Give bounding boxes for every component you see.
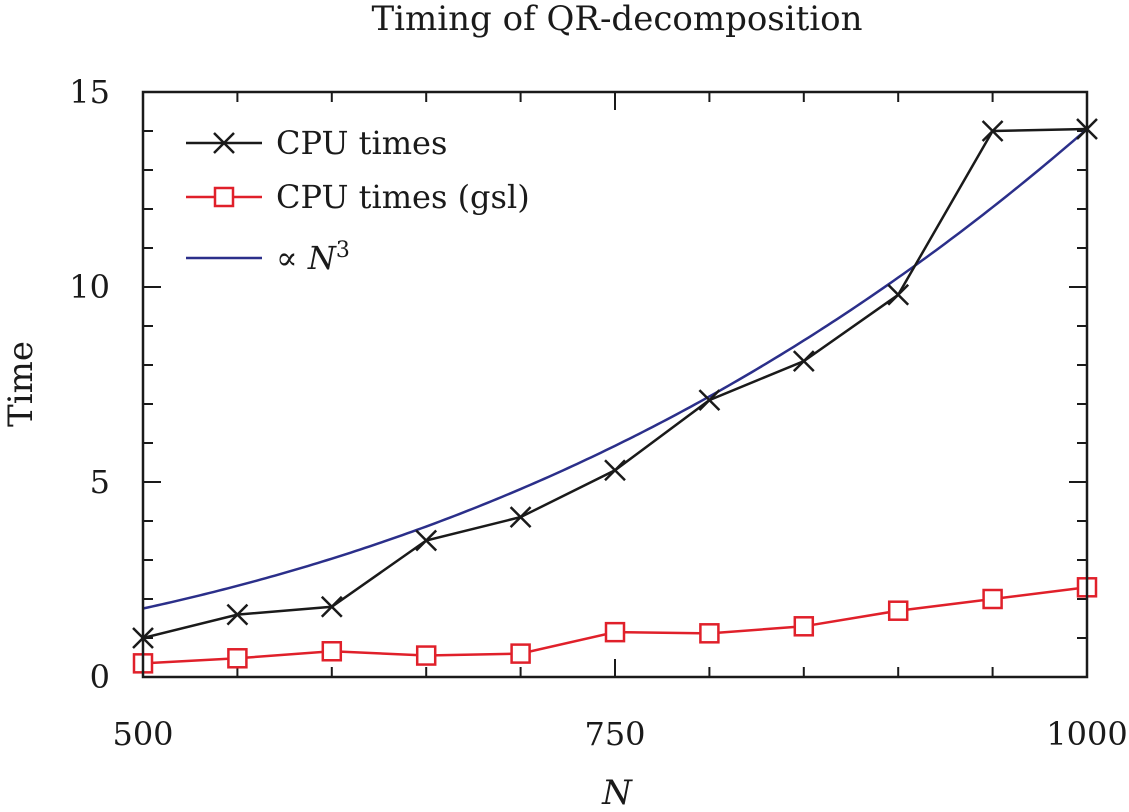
series-cpu-times-gsl — [132, 577, 1098, 674]
data-point-square — [510, 643, 531, 664]
x-axis-label: N — [601, 773, 633, 812]
legend-item: CPU times — [186, 124, 447, 162]
y-tick-label: 0 — [90, 658, 110, 696]
data-point-cross — [698, 389, 721, 411]
legend: CPU times CPU times (gsl) ∝ N3 — [186, 124, 530, 277]
x-tick-label: 500 — [112, 715, 173, 753]
data-point-square — [415, 645, 437, 666]
data-point-square — [321, 641, 343, 662]
data-point-square — [982, 588, 1003, 610]
series-line-n-cubed — [142, 128, 1088, 610]
series-cpu-times — [132, 118, 1098, 649]
data-point-square — [793, 616, 815, 637]
data-point-cross — [213, 132, 235, 154]
data-point-cross — [320, 595, 343, 618]
data-point-cross — [792, 350, 815, 372]
y-tick-label: 15 — [69, 73, 110, 111]
data-point-square — [227, 648, 248, 669]
y-axis-label: Time — [1, 341, 41, 427]
data-point-square — [887, 600, 909, 621]
x-tick-label: 750 — [584, 715, 645, 753]
y-tick-label: 5 — [90, 463, 110, 501]
data-point-cross — [604, 459, 626, 482]
y-tick-labels: 0 5 10 15 — [69, 73, 110, 696]
legend-label: CPU times — [276, 124, 447, 162]
x-tick-labels: 500 750 1000 — [112, 715, 1127, 753]
plot-frame — [141, 90, 1089, 679]
x-tick-label: 1000 — [1046, 715, 1127, 753]
series-layer — [132, 118, 1098, 674]
data-point-cross — [509, 506, 532, 528]
data-point-square — [699, 623, 720, 644]
legend-label: ∝ N3 — [276, 238, 350, 278]
legend-label: CPU times (gsl) — [276, 178, 530, 216]
chart-title: Timing of QR-decomposition — [371, 0, 862, 39]
data-point-cross — [415, 529, 438, 552]
data-point-cross — [887, 283, 910, 306]
data-point-cross — [226, 603, 249, 626]
data-point-square — [604, 621, 626, 643]
legend-item: ∝ N3 — [186, 238, 350, 278]
data-point-cross — [981, 120, 1004, 142]
data-point-square — [213, 186, 235, 208]
legend-item: CPU times (gsl) — [186, 178, 530, 216]
y-tick-label: 10 — [69, 268, 110, 306]
